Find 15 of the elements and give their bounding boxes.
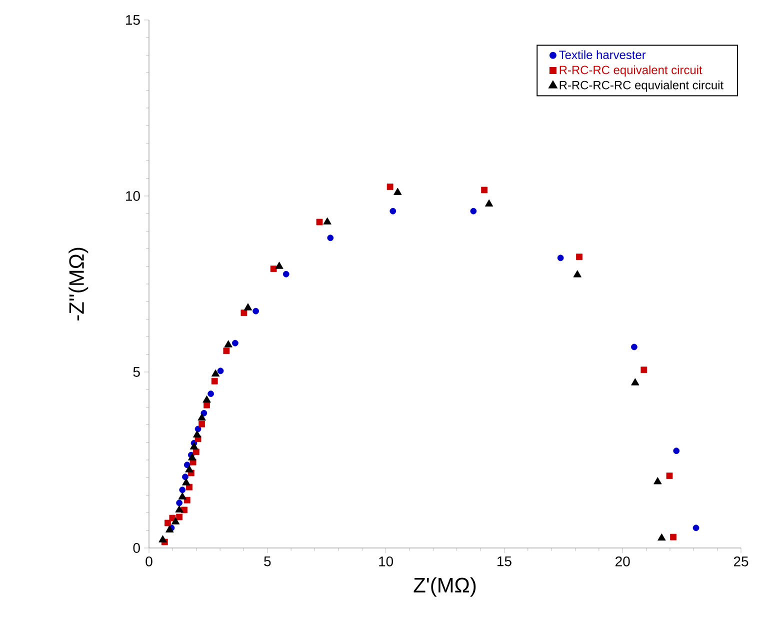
y-axis-title: -Z''(MΩ) <box>68 248 88 320</box>
x-tick-label: 25 <box>734 556 748 566</box>
legend-label: R-RC-RC equivalent circuit <box>560 65 702 77</box>
x-tick-label: 10 <box>379 556 394 566</box>
y-tick-label: 0 <box>133 543 140 553</box>
x-tick-label: 5 <box>264 556 271 566</box>
legend-label: R-RC-RC-RC equvialent circuit <box>560 80 724 92</box>
x-axis-title: Z'(MΩ) <box>414 577 476 597</box>
y-tick-label: 15 <box>126 15 140 25</box>
x-tick-label: 0 <box>146 556 152 566</box>
x-tick-label: 20 <box>616 556 630 566</box>
legend-label: Textile harvester <box>559 50 646 60</box>
x-tick-label: 15 <box>498 556 512 566</box>
y-tick-label: 10 <box>126 191 140 201</box>
y-tick-label: 5 <box>133 367 140 377</box>
